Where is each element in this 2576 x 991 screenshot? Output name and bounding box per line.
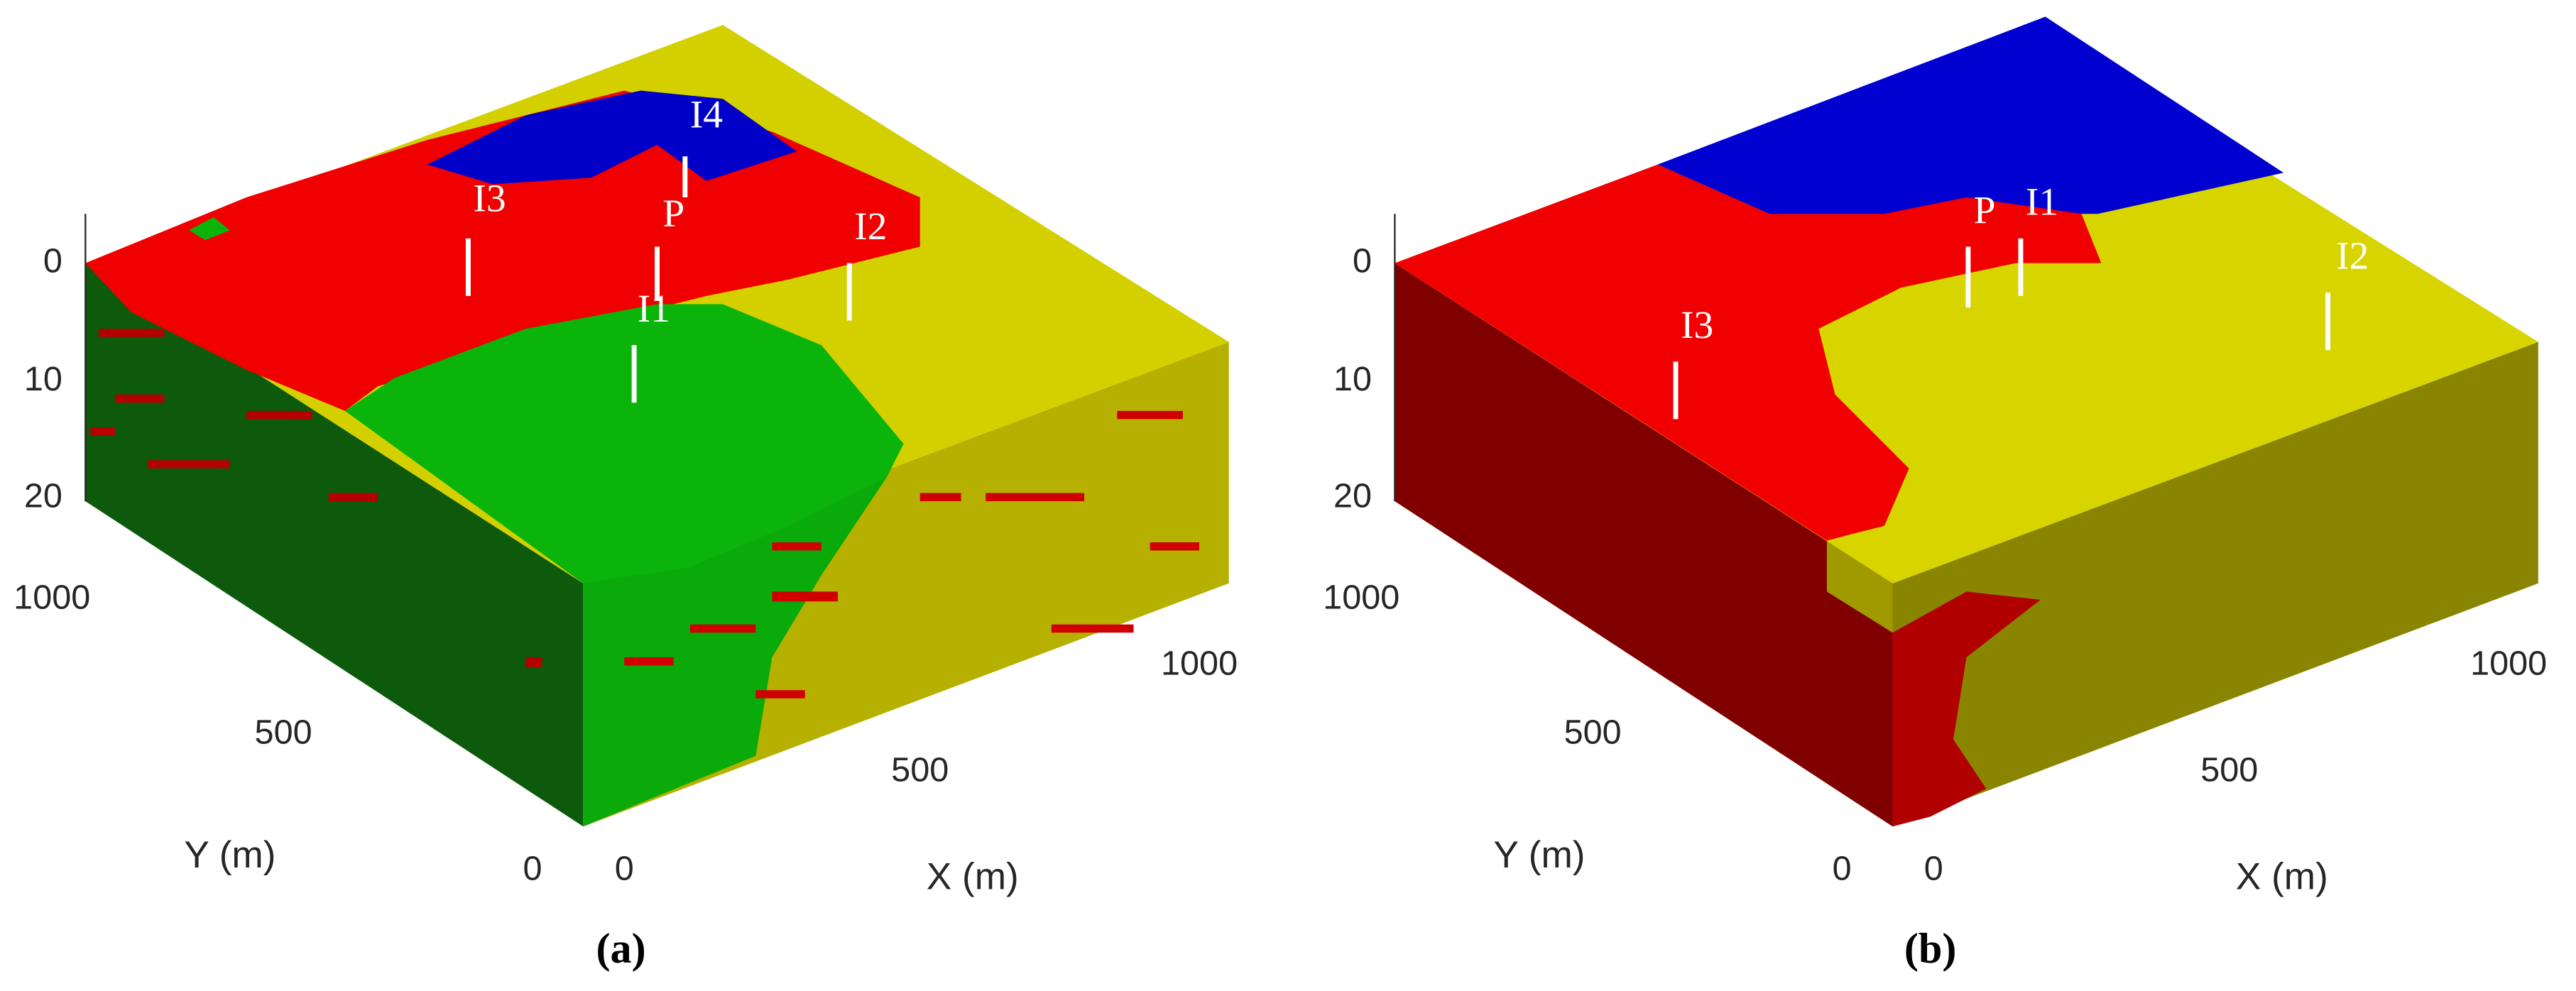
strip [1150, 542, 1200, 551]
y-tick-label: 0 [1833, 850, 1852, 888]
strip [1117, 410, 1183, 420]
strip [689, 624, 756, 633]
strip [114, 394, 165, 403]
panel-label: (b) [1904, 925, 1957, 973]
well-label: I2 [2336, 235, 2369, 278]
y-tick-label: 500 [255, 713, 312, 751]
green-spot [189, 217, 230, 241]
x-tick-label: 1000 [2470, 644, 2547, 682]
well-label: P [1974, 189, 1996, 232]
strip [90, 427, 115, 436]
x-tick-label: 500 [2200, 751, 2258, 789]
strip [919, 493, 961, 502]
red-region [1395, 164, 2102, 541]
y-tick-label: 500 [1564, 713, 1622, 751]
x-tick-label: 0 [615, 850, 634, 888]
z-tick-label: 10 [1333, 360, 1372, 398]
x-axis-label: X (m) [2236, 855, 2328, 897]
green-region [344, 304, 904, 584]
x-tick-label: 1000 [1161, 644, 1238, 682]
y-tick-label: 0 [523, 850, 542, 888]
y-tick-label: 1000 [1323, 579, 1399, 617]
y-axis-label: Y (m) [1493, 834, 1585, 876]
z-tick-label: 20 [24, 476, 62, 515]
well-label: I1 [2026, 180, 2058, 224]
strip [1051, 624, 1134, 633]
strip [772, 542, 822, 551]
z-tick-label: 0 [43, 241, 62, 280]
blue-region [1657, 16, 2284, 231]
z-tick-label: 20 [1333, 476, 1372, 515]
y-axis-label: Y (m) [184, 834, 275, 876]
well-label: I2 [854, 205, 887, 248]
panel-label: (a) [596, 925, 646, 973]
strip [624, 657, 674, 666]
strip [246, 410, 312, 420]
strip [98, 329, 165, 337]
strip [772, 591, 839, 602]
well-label: P [662, 192, 684, 236]
well-label: I3 [1681, 304, 1713, 347]
well-label: I1 [638, 288, 670, 331]
y-tick-label: 1000 [13, 579, 90, 617]
well-label: I4 [690, 94, 723, 137]
x-axis-label: X (m) [927, 855, 1019, 897]
right-face-red [1892, 591, 2041, 827]
left-face-yellow [1826, 540, 1893, 633]
well-label: I3 [473, 177, 506, 221]
x-tick-label: 0 [1924, 850, 1943, 888]
left-face [1395, 263, 1893, 827]
strip [525, 657, 542, 667]
strip [986, 493, 1085, 502]
x-tick-label: 500 [891, 751, 949, 789]
z-tick-label: 10 [24, 360, 62, 398]
left-face [85, 263, 584, 827]
z-tick-label: 0 [1353, 241, 1372, 280]
blue-region [427, 90, 797, 185]
strip [755, 690, 805, 699]
strip [148, 460, 230, 469]
right-face [1892, 341, 2538, 827]
strip [328, 493, 378, 502]
